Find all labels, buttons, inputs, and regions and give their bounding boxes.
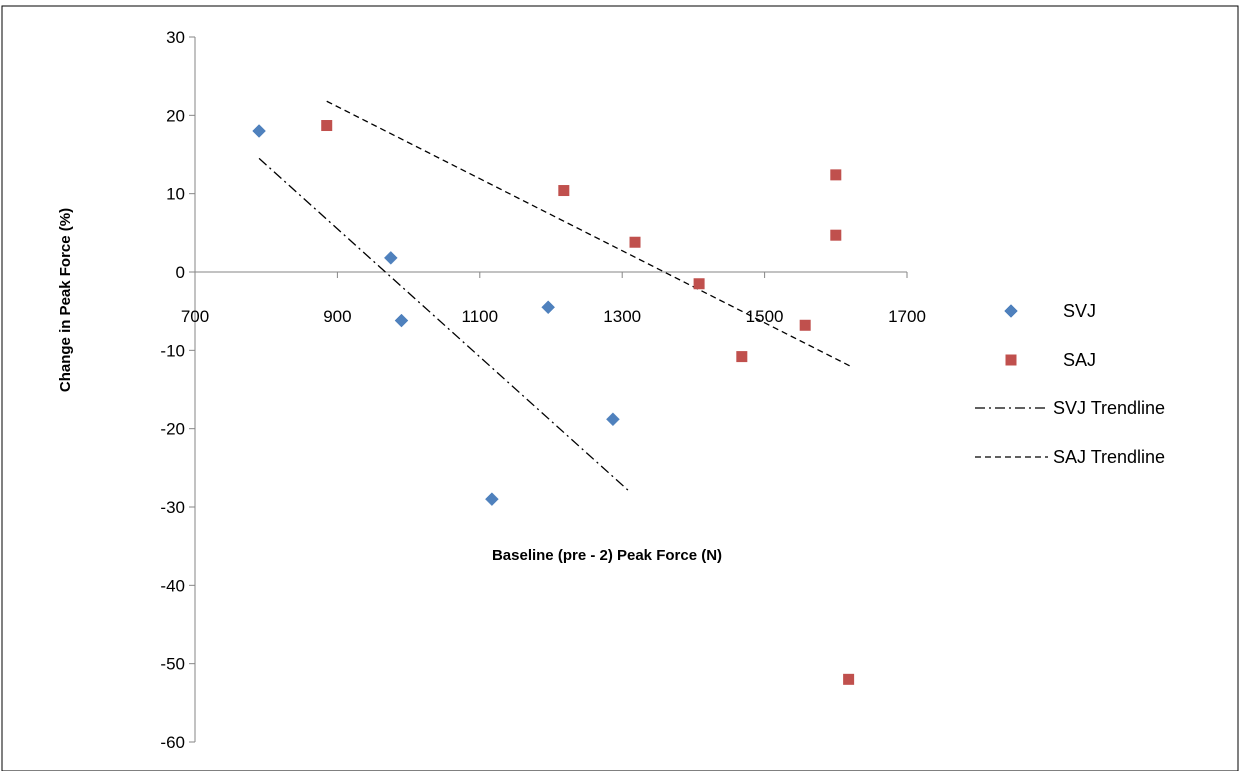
saj-point	[799, 319, 811, 331]
y-axis-title: Change in Peak Force (%)	[57, 208, 74, 392]
svj-trendline	[258, 157, 630, 492]
x-tick-label: 1100	[462, 307, 499, 326]
svj-point	[383, 251, 398, 265]
svj-point	[485, 492, 499, 507]
saj-point	[830, 169, 842, 181]
y-tick-label: 20	[166, 106, 185, 125]
y-tick-label: -30	[160, 498, 185, 517]
legend-marker-saj	[1005, 354, 1017, 366]
saj-point	[629, 236, 641, 248]
legend-label-saj: SAJ	[1063, 350, 1096, 370]
saj-point	[558, 185, 570, 197]
axes: 30 20 10 0 -10 -20 -30 -40 -50 -60 700 900 1100 1300 1…	[160, 28, 925, 752]
data-points	[252, 120, 855, 685]
y-tick-label: 0	[176, 263, 185, 282]
saj-point	[830, 229, 842, 241]
legend: SVJ SAJ SVJ Trendline SAJ Trendline	[975, 301, 1165, 467]
x-tick-label: 1700	[888, 307, 926, 326]
chart-frame	[1, 5, 1239, 771]
y-tick-label: -50	[160, 655, 185, 674]
y-tick-label: 30	[166, 28, 185, 47]
svj-point	[606, 412, 620, 427]
svj-point	[541, 300, 556, 315]
y-tick-label: 10	[166, 185, 185, 204]
saj-point	[321, 120, 333, 132]
saj-point	[736, 351, 748, 363]
y-tick-label: -20	[160, 420, 185, 439]
legend-marker-svj	[1004, 304, 1018, 318]
x-tick-label: 1500	[746, 307, 784, 326]
saj-point	[843, 673, 855, 685]
legend-label-saj-trendline: SAJ Trendline	[1053, 447, 1165, 467]
y-tick-label: -10	[160, 341, 185, 360]
x-tick-label: 900	[323, 307, 351, 326]
legend-label-svj-trendline: SVJ Trendline	[1053, 398, 1165, 418]
saj-point	[693, 278, 705, 290]
legend-label-svj: SVJ	[1063, 301, 1096, 321]
svj-point	[394, 313, 409, 328]
x-tick-label: 1300	[603, 307, 641, 326]
svj-point	[252, 124, 266, 138]
saj-trendline	[326, 100, 851, 367]
x-axis-title: Baseline (pre - 2) Peak Force (N)	[492, 547, 722, 564]
trendlines	[258, 100, 851, 492]
x-tick-label: 700	[181, 307, 209, 326]
y-tick-label: -60	[160, 733, 185, 752]
y-tick-label: -40	[160, 576, 185, 595]
